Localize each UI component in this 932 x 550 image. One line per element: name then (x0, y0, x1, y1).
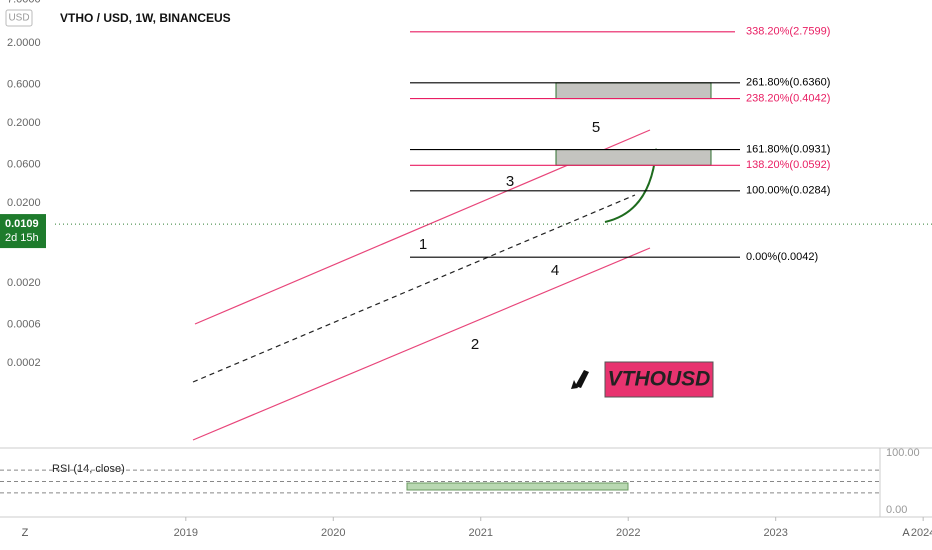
chart-title: VTHO / USD, 1W, BINANCEUS (60, 11, 231, 25)
last-price-box (0, 214, 46, 249)
button[interactable] (19, 523, 31, 543)
y-tick-label: 0.0020 (7, 277, 41, 289)
y-tick-label: 0.0006 (7, 319, 41, 331)
annotation: VTHOUSD (608, 368, 711, 391)
channel-lower (192, 247, 651, 441)
currency-box (5, 9, 33, 27)
x-tick-label: 2019 (174, 527, 198, 539)
wave-label: 1 (419, 236, 427, 253)
rocket-icon (571, 370, 589, 389)
button-label[interactable]: A (902, 527, 910, 539)
wave-label: 4 (551, 262, 559, 279)
rsi-label: RSI (14, close) (52, 463, 125, 475)
x-tick-label: 2023 (763, 527, 787, 539)
x-tick-label: 2020 (321, 527, 345, 539)
wave-label: 5 (592, 119, 600, 136)
y-tick-label: 0.0002 (7, 357, 41, 369)
channel-mid (192, 194, 636, 383)
last-price: 0.0109 (5, 218, 39, 230)
fib-label: 100.00%(0.0284) (746, 185, 830, 197)
x-tick-label: 2022 (616, 527, 640, 539)
annotation-box (604, 361, 714, 398)
rsi-tick-label: 100.00 (886, 447, 920, 459)
target-zone (555, 149, 712, 166)
wave-label: 3 (506, 173, 514, 190)
fib-label: 0.00%(0.0042) (746, 251, 818, 263)
target-zone (555, 82, 712, 100)
x-tick-label: 2024 (911, 527, 932, 539)
y-tick-label: 0.0600 (7, 159, 41, 171)
y-tick-label: 0.0200 (7, 197, 41, 209)
wave-label: 2 (471, 336, 479, 353)
fib-label: 338.20%(2.7599) (746, 26, 830, 38)
button[interactable] (898, 523, 914, 543)
rsi-zone (406, 482, 629, 491)
fib-label: 238.20%(0.4042) (746, 92, 830, 104)
fib-label: 161.80%(0.0931) (746, 143, 830, 155)
rsi-tick-label: 0.00 (886, 504, 907, 516)
currency: USD (8, 13, 29, 24)
y-tick-label: 0.2000 (7, 117, 41, 129)
y-tick-label: 2.0000 (7, 37, 41, 49)
x-tick-label: 2021 (469, 527, 493, 539)
fib-label: 138.20%(0.0592) (746, 159, 830, 171)
button-label[interactable]: Z (22, 527, 29, 539)
y-tick-label: 0.6000 (7, 79, 41, 91)
fib-label: 261.80%(0.6360) (746, 77, 830, 89)
y-tick-label: 7.0000 (7, 0, 41, 5)
countdown: 2d 15h (5, 232, 39, 244)
